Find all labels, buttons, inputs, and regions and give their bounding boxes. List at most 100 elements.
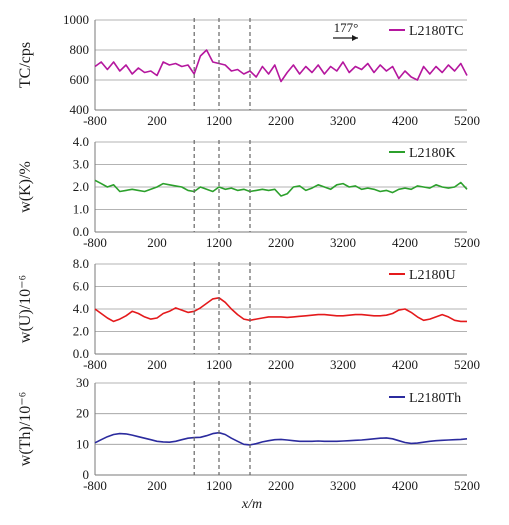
data-point [460, 439, 462, 441]
direction-label: 177° [334, 20, 359, 35]
x-tick-label: 1200 [206, 357, 232, 372]
data-point [206, 435, 208, 437]
data-point [144, 191, 146, 193]
x-tick-label: 200 [147, 478, 167, 493]
x-tick-label: 4200 [392, 357, 418, 372]
data-point [175, 63, 177, 65]
data-point [224, 64, 226, 66]
data-point [113, 434, 115, 436]
data-point [206, 49, 208, 51]
data-point [398, 78, 400, 80]
x-tick-label: 5200 [454, 113, 480, 128]
data-point [330, 189, 332, 191]
data-point [119, 433, 121, 435]
data-point [200, 186, 202, 188]
y-tick-label: 4.0 [73, 301, 89, 316]
data-point [181, 309, 183, 311]
data-point [237, 314, 239, 316]
data-point [107, 317, 109, 319]
data-point [94, 442, 96, 444]
data-point [286, 317, 288, 319]
legend-label: L2180TC [409, 24, 463, 39]
data-point [125, 433, 127, 435]
data-point [125, 190, 127, 192]
data-point [423, 186, 425, 188]
data-point [435, 316, 437, 318]
y-tick-label: 0.0 [73, 346, 89, 361]
data-point [373, 315, 375, 317]
y-tick-label: 30 [76, 375, 89, 390]
x-tick-label: 200 [147, 235, 167, 250]
data-point [386, 190, 388, 192]
x-tick-label: 2200 [268, 235, 294, 250]
data-point [144, 72, 146, 74]
y-tick-label: 2.0 [73, 179, 89, 194]
data-point [150, 318, 152, 320]
x-tick-label: 3200 [330, 478, 356, 493]
data-point [342, 61, 344, 63]
data-point [231, 308, 233, 310]
data-point [131, 311, 133, 313]
data-point [386, 70, 388, 72]
data-point [231, 70, 233, 72]
x-tick-label: 1200 [206, 478, 232, 493]
data-point [218, 186, 220, 188]
data-point [175, 307, 177, 309]
data-point [398, 440, 400, 442]
data-point [299, 185, 301, 187]
data-point [361, 439, 363, 441]
y-axis-label: w(K)/% [17, 161, 34, 213]
data-point [410, 189, 412, 191]
x-tick-label: 5200 [454, 478, 480, 493]
data-point [268, 190, 270, 192]
data-point [286, 193, 288, 195]
data-point [311, 72, 313, 74]
data-point [448, 316, 450, 318]
data-point [274, 64, 276, 66]
data-point [324, 73, 326, 75]
data-point [441, 186, 443, 188]
data-point [293, 64, 295, 66]
data-point [448, 187, 450, 189]
data-point [243, 189, 245, 191]
y-tick-label: 2.0 [73, 324, 89, 339]
data-point [311, 187, 313, 189]
data-point [262, 189, 264, 191]
data-point [181, 66, 183, 68]
data-point [144, 437, 146, 439]
x-tick-label: 200 [147, 357, 167, 372]
data-point [169, 64, 171, 66]
data-point [224, 302, 226, 304]
data-point [417, 185, 419, 187]
data-point [404, 187, 406, 189]
series-line-L2180K [94, 179, 468, 197]
data-point [187, 64, 189, 66]
data-point [305, 315, 307, 317]
data-point [361, 69, 363, 71]
data-point [280, 195, 282, 197]
data-point [410, 312, 412, 314]
data-point [150, 189, 152, 191]
data-point [367, 439, 369, 441]
data-point [280, 81, 282, 83]
data-point [181, 186, 183, 188]
data-point [317, 184, 319, 186]
data-point [435, 440, 437, 442]
data-point [454, 70, 456, 72]
x-tick-label: 5200 [454, 357, 480, 372]
x-tick-label: 2200 [268, 113, 294, 128]
data-point [460, 63, 462, 65]
y-tick-label: 800 [70, 42, 90, 57]
data-point [156, 317, 158, 319]
data-point [237, 441, 239, 443]
data-point [460, 321, 462, 323]
data-point [150, 70, 152, 72]
data-point [206, 303, 208, 305]
data-point [373, 189, 375, 191]
data-point [336, 315, 338, 317]
data-point [187, 437, 189, 439]
data-point [435, 66, 437, 68]
data-point [324, 441, 326, 443]
data-point [100, 183, 102, 185]
